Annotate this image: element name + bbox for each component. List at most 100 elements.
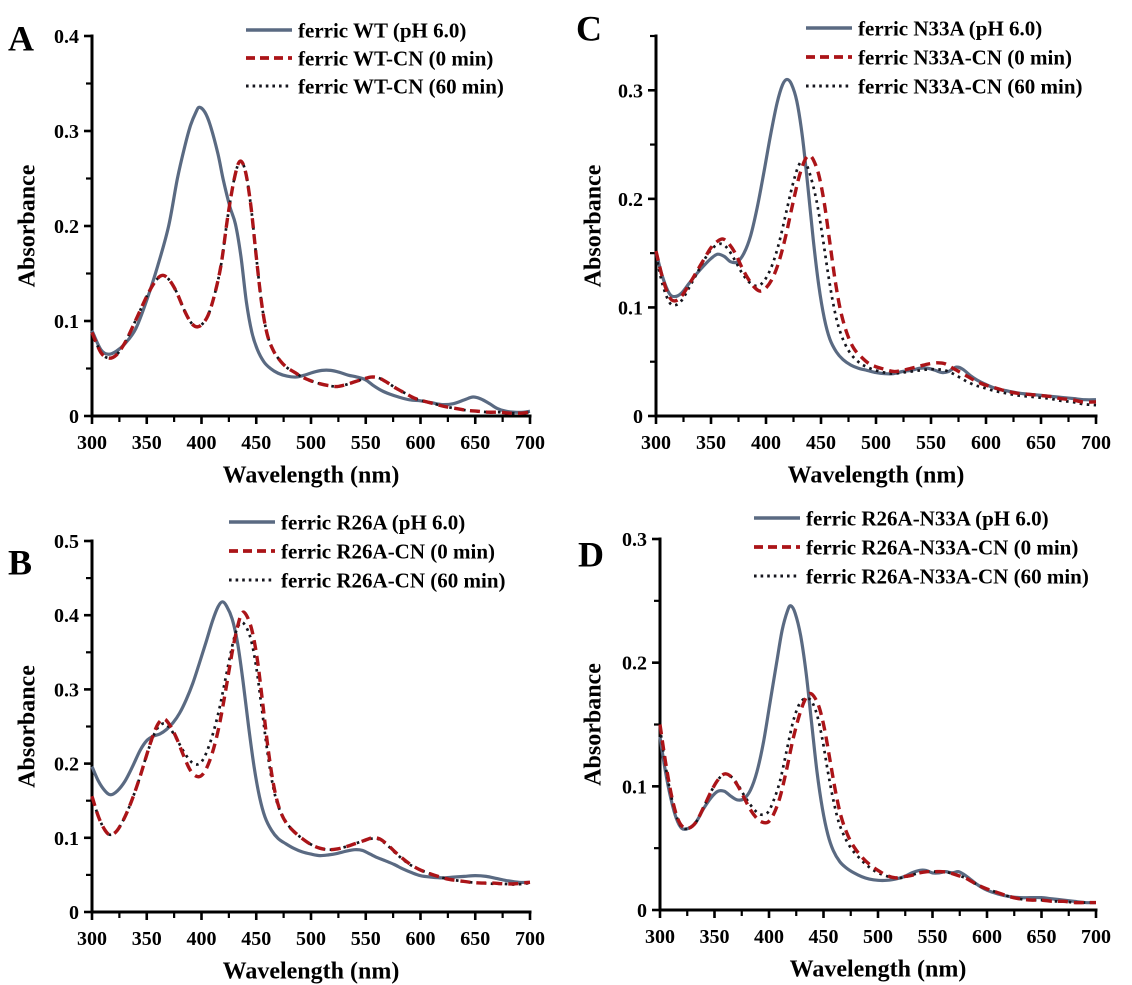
x-tick-label: 650 <box>460 928 490 950</box>
x-tick-label: 450 <box>806 432 836 454</box>
x-tick-label: 700 <box>1081 926 1111 948</box>
x-tick-label: 600 <box>971 432 1001 454</box>
legend-label: ferric R26A-CN (0 min) <box>281 539 495 563</box>
x-tick-label: 450 <box>241 928 271 950</box>
x-tick-label: 550 <box>351 928 381 950</box>
panel-D-chart: 0 0.1 0.2 0.3 300 350 400 450 500 550 600 650 700 Wav… <box>578 506 1111 982</box>
y-tick-label: 0.4 <box>54 605 79 627</box>
series-dotted <box>90 621 531 886</box>
x-tick-label: 700 <box>1081 432 1111 454</box>
x-tick-label: 350 <box>700 926 730 948</box>
x-tick-label: 500 <box>296 928 326 950</box>
x-tick-label: 550 <box>916 432 946 454</box>
y-tick-label: 0.5 <box>54 531 79 553</box>
panel-A-chart: 0 0.1 0.2 0.3 0.4 300 350 400 450 500 550 600 650 700… <box>8 18 545 488</box>
legend-entry: ferric R26A-CN (0 min) <box>229 539 495 563</box>
x-tick-label: 450 <box>809 926 839 948</box>
series-solid <box>658 604 1097 905</box>
series-solid <box>90 105 531 414</box>
legend-label: ferric R26A-N33A-CN (0 min) <box>806 535 1078 559</box>
x-tick-label: 500 <box>863 926 893 948</box>
y-tick-label: 0 <box>69 902 79 924</box>
panel-B: 0 0.1 0.2 0.3 0.4 0.5 300 350 400 450 500 550 600 650… <box>0 492 566 985</box>
x-axis-title: Wavelength (nm) <box>223 462 400 488</box>
x-tick-label: 300 <box>77 432 107 454</box>
legend-label: ferric R26A-N33A (pH 6.0) <box>806 506 1049 530</box>
y-tick-label: 0.3 <box>618 80 643 102</box>
legend-entry: ferric WT (pH 6.0) <box>246 18 466 42</box>
x-tick-label: 350 <box>132 928 162 950</box>
y-tick-label: 0.3 <box>54 121 79 143</box>
legend-entry: ferric R26A-N33A-CN (0 min) <box>754 535 1078 559</box>
legend-label: ferric N33A (pH 6.0) <box>858 16 1042 40</box>
series-solid <box>90 600 531 885</box>
y-axis-title: Absorbance <box>14 665 40 788</box>
legend-label: ferric WT (pH 6.0) <box>298 18 466 42</box>
panel-letter: C <box>576 9 602 49</box>
x-tick-label: 550 <box>351 432 381 454</box>
legend-label: ferric R26A-N33A-CN (60 min) <box>806 564 1089 588</box>
x-tick-label: 650 <box>460 432 490 454</box>
legend-entry: ferric R26A-N33A (pH 6.0) <box>754 506 1049 530</box>
panel-C-chart: 0 0.1 0.2 0.3 300 350 400 450 500 550 600 650 700 Wav… <box>576 9 1111 489</box>
y-tick-label: 0.3 <box>622 529 647 551</box>
y-tick-label: 0.4 <box>54 26 79 48</box>
y-tick-label: 0.2 <box>54 216 79 238</box>
x-tick-label: 600 <box>972 926 1002 948</box>
x-tick-label: 300 <box>645 926 675 948</box>
series-dashed <box>654 153 1097 404</box>
x-tick-label: 300 <box>641 432 671 454</box>
y-tick-label: 0.2 <box>618 189 643 211</box>
x-tick-label: 350 <box>696 432 726 454</box>
legend-label: ferric N33A-CN (60 min) <box>858 74 1083 98</box>
x-tick-label: 500 <box>296 432 326 454</box>
x-axis-title: Wavelength (nm) <box>788 462 965 488</box>
x-tick-label: 650 <box>1027 926 1057 948</box>
x-tick-label: 300 <box>77 928 107 950</box>
legend-entry: ferric N33A (pH 6.0) <box>806 16 1042 40</box>
legend-entry: ferric WT-CN (0 min) <box>246 46 493 70</box>
y-tick-label: 0.2 <box>54 754 79 776</box>
x-tick-label: 400 <box>751 432 781 454</box>
y-tick-label: 0 <box>637 900 647 922</box>
legend-label: ferric R26A (pH 6.0) <box>281 510 465 534</box>
legend-label: ferric R26A-CN (60 min) <box>281 568 506 592</box>
x-tick-label: 600 <box>406 432 436 454</box>
x-tick-label: 650 <box>1026 432 1056 454</box>
series-solid <box>654 77 1097 402</box>
legend-label: ferric WT-CN (0 min) <box>298 46 493 70</box>
series-dotted <box>654 159 1097 407</box>
y-tick-label: 0 <box>69 406 79 428</box>
x-axis-title: Wavelength (nm) <box>790 956 967 982</box>
panel-letter: B <box>8 543 32 583</box>
panel-C: 0 0.1 0.2 0.3 300 350 400 450 500 550 600 650 700 Wav… <box>566 0 1132 492</box>
panel-B-chart: 0 0.1 0.2 0.3 0.4 0.5 300 350 400 450 500 550 600 650… <box>8 510 545 984</box>
x-tick-label: 550 <box>918 926 948 948</box>
x-tick-label: 400 <box>187 928 217 950</box>
x-tick-label: 350 <box>132 432 162 454</box>
y-tick-label: 0.1 <box>54 828 79 850</box>
legend-entry: ferric R26A (pH 6.0) <box>229 510 465 534</box>
y-tick-label: 0.3 <box>54 679 79 701</box>
legend-entry: ferric WT-CN (60 min) <box>246 74 504 98</box>
series-dashed <box>90 610 531 886</box>
series-dashed <box>658 691 1096 905</box>
panel-D: 0 0.1 0.2 0.3 300 350 400 450 500 550 600 650 700 Wav… <box>566 492 1132 985</box>
y-axis-title: Absorbance <box>580 663 606 786</box>
y-tick-label: 0.1 <box>618 297 643 319</box>
legend-entry: ferric N33A-CN (0 min) <box>806 45 1072 69</box>
legend-label: ferric WT-CN (60 min) <box>298 74 504 98</box>
x-axis-title: Wavelength (nm) <box>223 958 400 984</box>
legend-entry: ferric R26A-N33A-CN (60 min) <box>754 564 1089 588</box>
legend-entry: ferric N33A-CN (60 min) <box>806 74 1083 98</box>
series-dashed <box>90 159 531 415</box>
y-tick-label: 0 <box>633 406 643 428</box>
series-dotted <box>90 159 531 415</box>
y-tick-label: 0.1 <box>54 311 79 333</box>
y-tick-label: 0.1 <box>622 776 647 798</box>
x-tick-label: 450 <box>241 432 271 454</box>
x-tick-label: 600 <box>406 928 436 950</box>
x-tick-label: 700 <box>515 928 545 950</box>
y-axis-title: Absorbance <box>580 164 606 287</box>
